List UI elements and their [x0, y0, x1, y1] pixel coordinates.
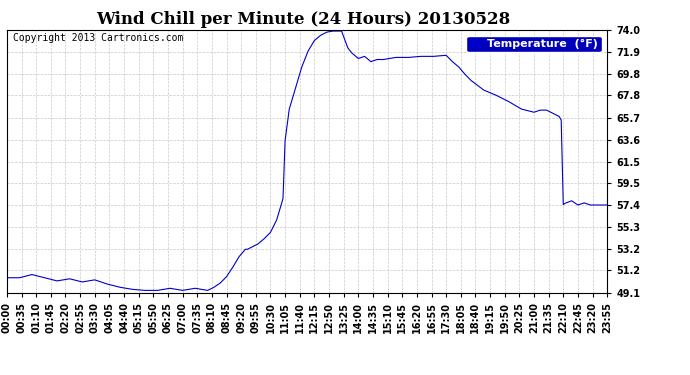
Text: Copyright 2013 Cartronics.com: Copyright 2013 Cartronics.com: [13, 33, 184, 43]
Legend: Temperature  (°F): Temperature (°F): [466, 36, 602, 52]
Text: Wind Chill per Minute (24 Hours) 20130528: Wind Chill per Minute (24 Hours) 2013052…: [97, 11, 511, 28]
